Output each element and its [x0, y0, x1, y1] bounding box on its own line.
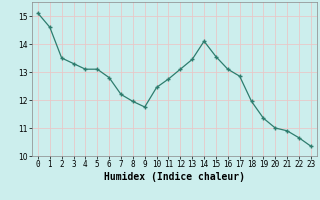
X-axis label: Humidex (Indice chaleur): Humidex (Indice chaleur)	[104, 172, 245, 182]
